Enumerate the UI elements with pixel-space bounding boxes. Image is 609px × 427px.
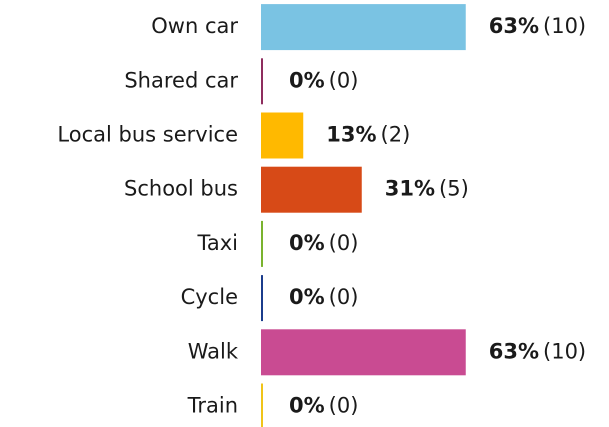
value-label: 0% xyxy=(289,68,325,92)
category-label: Walk xyxy=(188,339,239,363)
count-label: (0) xyxy=(329,394,359,418)
count-label: (2) xyxy=(381,123,411,147)
value-label: 0% xyxy=(289,394,325,418)
bar xyxy=(261,220,263,267)
bar xyxy=(261,329,466,376)
category-label: Train xyxy=(187,394,238,418)
count-label: (0) xyxy=(329,231,359,255)
bar xyxy=(261,112,304,159)
count-label: (10) xyxy=(543,339,586,363)
value-label: 63% xyxy=(489,14,539,38)
category-label: Taxi xyxy=(197,231,238,255)
bar xyxy=(261,275,263,322)
bar xyxy=(261,58,263,105)
bar xyxy=(261,166,362,213)
category-label: Cycle xyxy=(181,285,238,309)
value-label: 0% xyxy=(289,285,325,309)
category-label: Own car xyxy=(151,14,238,38)
value-label: 13% xyxy=(326,123,376,147)
value-label: 0% xyxy=(289,231,325,255)
count-label: (10) xyxy=(543,14,586,38)
count-label: (0) xyxy=(329,68,359,92)
bar xyxy=(261,383,263,427)
value-label: 31% xyxy=(385,177,435,201)
category-label: School bus xyxy=(124,177,238,201)
category-label: Shared car xyxy=(124,68,238,92)
count-label: (0) xyxy=(329,285,359,309)
category-label: Local bus service xyxy=(57,123,238,147)
bar xyxy=(261,4,466,51)
value-label: 63% xyxy=(489,339,539,363)
count-label: (5) xyxy=(439,177,469,201)
